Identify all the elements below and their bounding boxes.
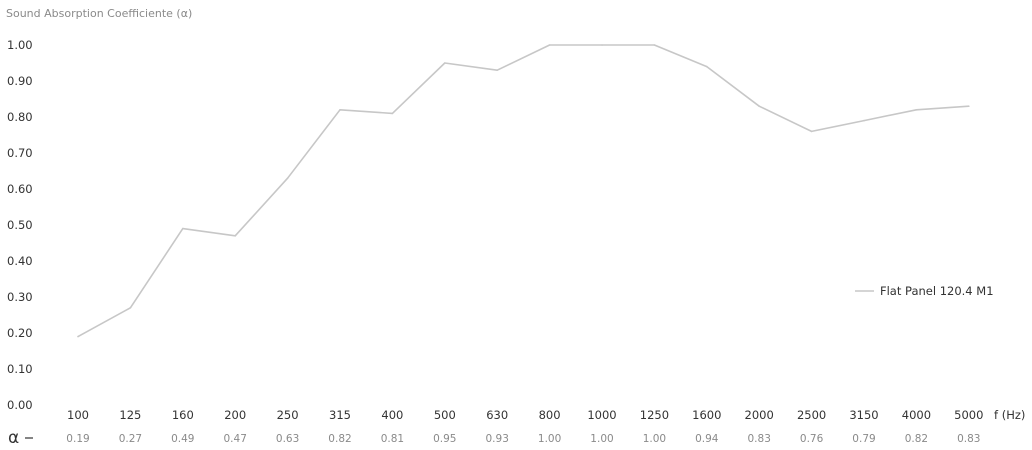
x-tick-label: 1250 [640, 408, 669, 422]
data-point [182, 227, 184, 230]
x-tick-label: 100 [67, 408, 89, 422]
y-tick-label: 0.40 [7, 254, 33, 268]
x-tick-label: 800 [539, 408, 561, 422]
y-tick-label: 0.70 [7, 146, 33, 160]
alpha-value: 1.00 [538, 433, 561, 445]
y-tick-label: 0.30 [7, 290, 33, 304]
y-tick-label: 1.00 [7, 38, 33, 52]
data-point [810, 130, 813, 133]
data-point [129, 307, 132, 309]
y-tick-label: 0.10 [7, 362, 33, 376]
alpha-value: 0.94 [695, 433, 719, 445]
y-axis-ticks: 0.00 0.10 0.20 0.30 0.40 0.50 0.60 0.70 0.80 0.90… [7, 38, 33, 412]
series-line [77, 44, 969, 338]
alpha-value: 0.27 [119, 433, 142, 445]
alpha-value: 0.81 [381, 433, 404, 445]
x-tick-label: 2500 [797, 408, 826, 422]
alpha-value: 0.95 [433, 433, 456, 445]
x-tick-label: 5000 [954, 408, 983, 422]
alpha-value: 0.93 [486, 433, 509, 445]
alpha-value: 0.19 [66, 433, 89, 445]
data-point [444, 62, 446, 64]
y-tick-label: 0.90 [7, 74, 33, 88]
x-tick-label: 1600 [692, 408, 721, 422]
x-tick-label: 125 [119, 408, 141, 422]
series-layer [77, 44, 970, 338]
x-tick-label: 4000 [902, 408, 931, 422]
alpha-row-label: α [8, 428, 19, 448]
x-axis-unit: f (Hz) [994, 408, 1025, 422]
x-tick-label: 500 [434, 408, 456, 422]
alpha-value: 0.82 [328, 433, 351, 445]
y-tick-label: 0.00 [7, 398, 33, 412]
data-point [234, 235, 236, 237]
legend: Flat Panel 120.4 M1 [855, 284, 994, 298]
data-point [653, 44, 656, 46]
alpha-value: 0.79 [852, 433, 875, 445]
data-point [706, 65, 708, 68]
y-tick-label: 0.20 [7, 326, 33, 340]
data-point [496, 69, 499, 71]
x-tick-label: 2000 [745, 408, 774, 422]
data-point [968, 105, 970, 107]
data-point [286, 177, 289, 179]
legend-label: Flat Panel 120.4 M1 [880, 284, 994, 298]
x-tick-label: 630 [486, 408, 508, 422]
alpha-value: 1.00 [590, 433, 613, 445]
x-tick-label: 200 [224, 408, 246, 422]
x-tick-label: 1000 [587, 408, 616, 422]
alpha-value: 0.47 [224, 433, 247, 445]
x-tick-label: 3150 [849, 408, 878, 422]
alpha-value: 0.49 [171, 433, 194, 445]
data-point [339, 109, 341, 111]
data-point [601, 44, 603, 46]
y-tick-label: 0.50 [7, 218, 33, 232]
x-axis-ticks: 100 125 160 200 250 315 400 500 630 800 1000 1250 16… [67, 408, 983, 422]
y-tick-label: 0.80 [7, 110, 33, 124]
data-point [548, 44, 551, 46]
x-tick-label: 400 [381, 408, 403, 422]
data-point [915, 109, 918, 111]
alpha-value: 0.83 [748, 433, 771, 445]
y-axis-title: Sound Absorption Coefficiente (α) [6, 7, 192, 20]
data-point [758, 105, 760, 107]
data-point [863, 119, 865, 122]
alpha-value: 0.83 [957, 433, 980, 445]
data-point [77, 335, 79, 338]
alpha-value: 0.63 [276, 433, 299, 445]
alpha-value: 0.82 [905, 433, 928, 445]
alpha-value: 1.00 [643, 433, 666, 445]
data-point [391, 112, 394, 115]
y-tick-label: 0.60 [7, 182, 33, 196]
x-tick-label: 315 [329, 408, 351, 422]
x-tick-label: 250 [277, 408, 299, 422]
alpha-value-row: 0.19 0.27 0.49 0.47 0.63 0.82 0.81 0.95 0.93 1.00… [66, 433, 980, 445]
x-tick-label: 160 [172, 408, 194, 422]
alpha-value: 0.76 [800, 433, 824, 445]
